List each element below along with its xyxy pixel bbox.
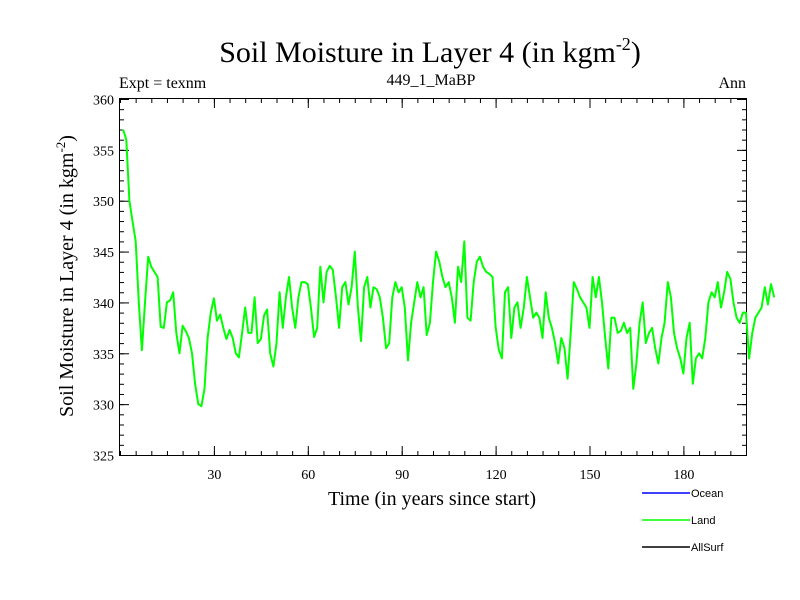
y-tick-label: 340: [93, 297, 114, 312]
x-tick-label: 30: [207, 468, 221, 483]
y-tick-label: 355: [93, 144, 114, 159]
y-tick-labels: 325 330 335 340 345 350 355 360: [93, 94, 114, 465]
chart-title-close: ): [631, 36, 641, 69]
chart-title-superscript: -2: [616, 34, 631, 54]
chart-title: Soil Moisture in Layer 4 (in kgm-2): [219, 34, 641, 69]
subtitle-experiment: Expt = texnm: [119, 75, 207, 92]
series-layer: [122, 129, 776, 408]
legend-label-allsurf: AllSurf: [691, 542, 724, 554]
x-tick-label: 180: [673, 468, 694, 483]
y-axis-label: Soil Moisture in Layer 4 (in kgm-2): [53, 135, 78, 417]
y-tick-label: 345: [93, 246, 114, 261]
x-tick-label: 90: [395, 468, 409, 483]
y-axis-label-superscript: -2: [53, 142, 68, 153]
y-tick-label: 360: [93, 94, 114, 109]
x-tick-label: 150: [580, 468, 601, 483]
subtitle-period: 449_1_MaBP: [387, 72, 476, 89]
x-tick-labels: 30 60 90 120 150 180: [207, 468, 694, 483]
y-tick-label: 335: [93, 348, 114, 363]
y-tick-label: 325: [93, 450, 114, 465]
y-tick-label: 330: [93, 399, 114, 414]
x-axis-label: Time (in years since start): [328, 488, 536, 510]
legend-label-ocean: Ocean: [691, 488, 723, 500]
x-tick-label: 60: [301, 468, 315, 483]
x-tick-label: 120: [486, 468, 507, 483]
subtitle-season: Ann: [718, 75, 746, 92]
plot-frame: [119, 98, 747, 456]
legend: Ocean Land AllSurf: [642, 488, 724, 554]
y-tick-label: 350: [93, 195, 114, 210]
legend-label-land: Land: [691, 515, 715, 527]
series-line-land: [122, 129, 776, 408]
y-axis-label-close: ): [56, 135, 78, 142]
major-ticks: [120, 99, 746, 456]
